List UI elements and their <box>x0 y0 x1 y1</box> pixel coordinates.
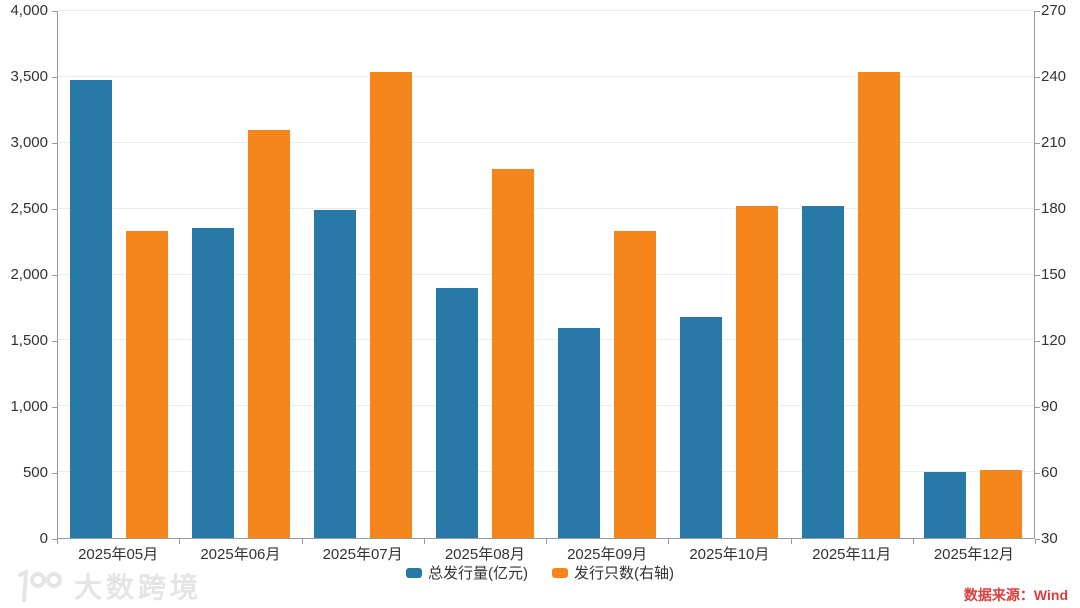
y-axis-tickmark <box>1035 77 1040 78</box>
bar-group-2025年11月 <box>790 11 912 538</box>
issuance-volume-bar[interactable] <box>558 327 600 538</box>
issuance-volume-bar[interactable] <box>680 317 722 538</box>
bar-group-2025年05月 <box>58 11 180 538</box>
gridline <box>58 207 1034 209</box>
x-axis-tickmark <box>423 539 425 544</box>
issue-count-bar[interactable] <box>614 230 656 538</box>
issue-count-bar[interactable] <box>370 72 412 538</box>
x-axis-tickmark <box>1035 539 1036 544</box>
x-axis-category-label: 2025年12月 <box>933 546 1014 563</box>
watermark-text: 大数跨境 <box>74 572 203 603</box>
right-axis-tick-label: 30 <box>1041 530 1058 547</box>
issue-count-bar[interactable] <box>858 72 900 538</box>
x-axis-tickmark <box>57 539 58 544</box>
bar-group-2025年09月 <box>546 11 668 538</box>
x-axis-category-label: 2025年10月 <box>689 546 770 563</box>
issue-count-bar[interactable] <box>736 206 778 538</box>
y-axis-tickmark <box>52 341 57 342</box>
right-axis-tick-label: 180 <box>1041 200 1067 217</box>
y-axis-tickmark <box>1035 275 1040 276</box>
right-axis-tick-label: 60 <box>1041 464 1058 481</box>
issuance-volume-bar[interactable] <box>802 206 844 538</box>
y-axis-tickmark <box>1035 341 1040 342</box>
x-axis-category-label: 2025年11月 <box>812 546 892 563</box>
chart-legend: 总发行量(亿元) 发行只数(右轴) <box>0 562 1080 583</box>
left-axis-tick-label: 3,000 <box>10 134 48 151</box>
right-axis-tick-label: 240 <box>1041 68 1067 85</box>
y-axis-tickmark <box>52 539 57 540</box>
gridline <box>58 339 1034 341</box>
left-axis-tick-label: 1,000 <box>10 398 48 415</box>
x-axis-category-label: 2025年09月 <box>567 546 648 563</box>
y-axis-tickmark <box>52 209 57 210</box>
y-axis-tickmark <box>1035 209 1040 210</box>
legend-swatch-icon <box>552 567 568 578</box>
y-axis-tickmark <box>52 473 57 474</box>
data-source-note: 数据来源：Wind <box>963 587 1068 603</box>
issue-count-bar[interactable] <box>980 469 1022 538</box>
gridline <box>58 471 1034 473</box>
issue-count-bar[interactable] <box>126 230 168 538</box>
left-axis-tick-label: 2,000 <box>10 266 48 283</box>
y-axis-tickmark <box>1035 539 1040 540</box>
bar-group-2025年08月 <box>424 11 546 538</box>
bar-group-2025年06月 <box>180 11 302 538</box>
watermark: 大数跨境 <box>10 566 202 606</box>
y-axis-tickmark <box>52 143 57 144</box>
gridline <box>58 405 1034 407</box>
x-axis-category-label: 2025年06月 <box>200 546 281 563</box>
right-axis-tick-label: 210 <box>1041 134 1067 151</box>
x-axis-category-label: 2025年08月 <box>444 546 525 563</box>
y-axis-tickmark <box>1035 143 1040 144</box>
issue-count-bar[interactable] <box>248 129 290 538</box>
x-axis-tickmark <box>301 539 303 544</box>
left-axis-tick-label: 500 <box>22 464 48 481</box>
y-axis-tickmark <box>1035 473 1040 474</box>
x-axis-category-label: 2025年05月 <box>78 546 159 563</box>
issue-count-bar[interactable] <box>492 169 534 538</box>
gridline <box>58 75 1034 77</box>
y-axis-tickmark <box>52 275 57 276</box>
gridline <box>58 273 1034 275</box>
plot-area <box>57 10 1035 539</box>
gridline <box>58 10 1034 11</box>
left-axis-tick-label: 0 <box>39 530 48 547</box>
brand-logo-icon <box>18 569 62 602</box>
bar-group-2025年07月 <box>302 11 424 538</box>
issuance-volume-bar[interactable] <box>314 209 356 538</box>
left-axis-tick-label: 2,500 <box>10 200 48 217</box>
bar-group-2025年12月 <box>912 11 1034 538</box>
right-axis-tick-label: 150 <box>1041 266 1067 283</box>
issuance-volume-bar[interactable] <box>192 228 234 538</box>
legend-label: 总发行量(亿元) <box>428 565 528 582</box>
right-axis-tick-label: 90 <box>1041 398 1058 415</box>
y-axis-tickmark <box>52 77 57 78</box>
x-axis-tickmark <box>668 539 670 544</box>
left-axis-tick-label: 3,500 <box>10 68 48 85</box>
x-axis-tickmark <box>912 539 914 544</box>
x-axis-tickmark <box>790 539 792 544</box>
legend-label: 发行只数(右轴) <box>574 565 674 582</box>
y-axis-tickmark <box>1035 11 1040 12</box>
x-axis-category-label: 2025年07月 <box>322 546 403 563</box>
legend-swatch-icon <box>406 567 422 578</box>
issuance-volume-bar[interactable] <box>70 79 112 538</box>
right-axis-tick-label: 120 <box>1041 332 1067 349</box>
y-axis-tickmark <box>52 11 57 12</box>
bar-group-2025年10月 <box>668 11 790 538</box>
y-axis-tickmark <box>52 407 57 408</box>
left-axis-tick-label: 4,000 <box>10 2 48 19</box>
gridline <box>58 141 1034 143</box>
left-axis-tick-label: 1,500 <box>10 332 48 349</box>
x-axis-tickmark <box>179 539 181 544</box>
right-axis-tick-label: 270 <box>1041 2 1067 19</box>
legend-item[interactable]: 总发行量(亿元) <box>406 562 528 583</box>
issuance-volume-bar[interactable] <box>436 288 478 538</box>
issuance-volume-bar[interactable] <box>924 472 966 538</box>
legend-item[interactable]: 发行只数(右轴) <box>552 562 674 583</box>
x-axis-tickmark <box>546 539 547 544</box>
y-axis-tickmark <box>1035 407 1040 408</box>
